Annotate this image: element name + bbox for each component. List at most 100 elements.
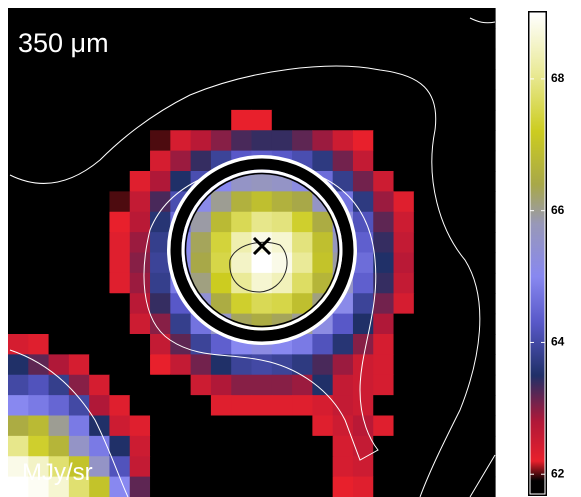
pixel [413, 69, 435, 91]
pixel [109, 191, 131, 213]
pixel [89, 395, 111, 417]
pixel [373, 28, 395, 50]
colorbar: 62 64 66 68 [528, 11, 565, 496]
pixel [129, 415, 151, 437]
pixel [251, 435, 273, 457]
pixel [170, 313, 192, 335]
pixel [271, 252, 293, 274]
pixel [292, 28, 313, 50]
pixel [231, 69, 253, 91]
pixel [129, 272, 151, 294]
pixel [352, 89, 374, 111]
pixel [150, 476, 171, 497]
pixel [89, 354, 111, 376]
pixel [474, 109, 496, 131]
pixel [28, 456, 50, 478]
pixel [271, 130, 293, 152]
pixel [373, 211, 395, 233]
pixel [251, 374, 273, 396]
pixel [271, 415, 293, 437]
pixel [312, 395, 334, 417]
pixel [352, 69, 374, 91]
pixel [373, 48, 395, 70]
pixel [8, 8, 29, 29]
pixel [413, 395, 435, 417]
pixel [28, 313, 50, 335]
pixel [210, 89, 232, 111]
pixel [129, 130, 151, 152]
pixel [292, 211, 313, 233]
pixel [28, 150, 50, 172]
pixel [373, 232, 395, 254]
pixel [8, 130, 29, 152]
pixel [474, 374, 496, 396]
pixel [393, 211, 415, 233]
pixel [190, 415, 212, 437]
pixel [68, 28, 90, 50]
pixel [271, 232, 293, 254]
pixel [454, 354, 476, 376]
pixel [109, 28, 131, 50]
pixel [150, 130, 171, 152]
aperture [170, 158, 354, 342]
pixel [251, 252, 273, 274]
pixel [68, 69, 90, 91]
pixel [434, 476, 456, 497]
pixel [109, 293, 131, 315]
pixel [8, 415, 29, 437]
pixel [129, 89, 151, 111]
pixel [48, 252, 70, 274]
pixel [393, 415, 415, 437]
pixel [352, 476, 374, 497]
pixel [129, 252, 151, 274]
pixel [48, 354, 70, 376]
pixel [312, 415, 334, 437]
pixel [332, 435, 354, 457]
pixel [129, 28, 151, 50]
pixel [474, 272, 496, 294]
pixel [393, 48, 415, 70]
contour [469, 17, 496, 24]
pixel [89, 293, 111, 315]
pixel [28, 109, 50, 131]
pixel [170, 354, 192, 376]
pixel [271, 395, 293, 417]
pixel [231, 415, 253, 437]
pixel [434, 334, 456, 355]
pixel [393, 8, 415, 29]
pixel [413, 272, 435, 294]
pixel [454, 69, 476, 91]
pixel [150, 28, 171, 50]
pixel [352, 334, 374, 355]
pixel [434, 8, 456, 29]
pixel [312, 334, 334, 355]
pixel [8, 313, 29, 335]
pixel [170, 171, 192, 192]
pixel [109, 334, 131, 355]
pixel [150, 313, 171, 335]
center-marker [252, 236, 272, 256]
pixel [251, 28, 273, 50]
pixel [454, 334, 476, 355]
map-title: 350 μm [18, 28, 109, 58]
pixel [190, 334, 212, 355]
pixel [210, 415, 232, 437]
pixel [8, 69, 29, 91]
pixel [231, 435, 253, 457]
pixel [251, 415, 273, 437]
pixel [8, 354, 29, 376]
pixel [474, 48, 496, 70]
aperture-inner-line [184, 172, 340, 328]
pixel [332, 69, 354, 91]
pixel [454, 232, 476, 254]
pixel [352, 272, 374, 294]
pixel [210, 435, 232, 457]
pixel [68, 252, 90, 274]
pixel [373, 435, 395, 457]
pixel [170, 476, 192, 497]
pixel [413, 435, 435, 457]
pixel [129, 395, 151, 417]
pixel [251, 211, 273, 233]
pixel [251, 89, 273, 111]
pixel [68, 334, 90, 355]
